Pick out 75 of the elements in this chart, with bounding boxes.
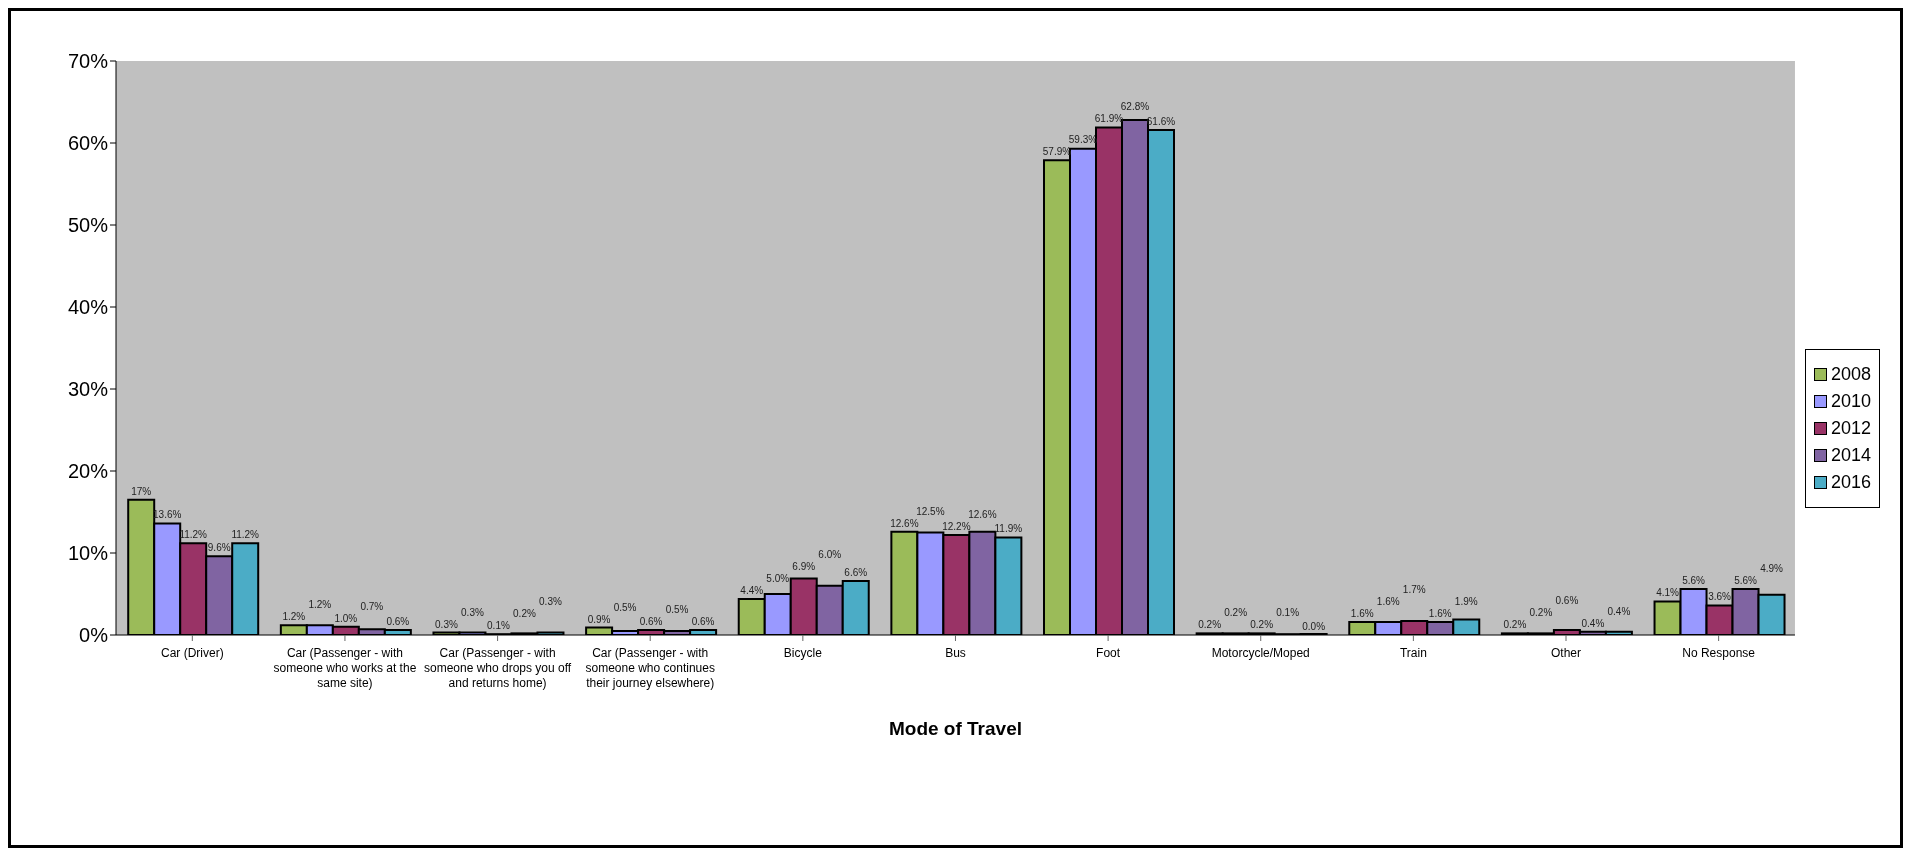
data-label: 0.6% — [1555, 595, 1579, 607]
x-axis-title: Mode of Travel — [888, 718, 1022, 739]
data-label: 6.6% — [844, 566, 868, 578]
x-tick-label: Bus — [945, 646, 966, 660]
legend-label: 2008 — [1830, 363, 1871, 385]
data-label: 1.2% — [308, 599, 332, 611]
y-tick-label: 0% — [79, 624, 109, 647]
x-tick-label: Motorcycle/Moped — [1211, 646, 1310, 660]
data-label: 0.3% — [435, 618, 458, 630]
data-label: 6.0% — [818, 548, 842, 560]
data-label: 0.2% — [1198, 619, 1222, 631]
data-label: 0.1% — [487, 620, 510, 632]
data-label: 0.2% — [1503, 619, 1527, 631]
data-label: 0.3% — [539, 596, 562, 608]
data-label: 4.9% — [1760, 563, 1784, 575]
y-tick-label: 40% — [67, 296, 109, 319]
data-label: 1.6% — [1428, 607, 1452, 619]
data-label: 0.3% — [461, 606, 484, 618]
data-label: 0.5% — [665, 604, 689, 616]
x-tick-label: No Response — [1682, 646, 1756, 660]
data-label: 1.6% — [1350, 607, 1374, 619]
data-label: 0.4% — [1607, 605, 1631, 617]
legend-label: 2010 — [1830, 390, 1871, 412]
x-tick-label: Other — [1551, 646, 1582, 660]
data-label: 5.6% — [1734, 575, 1758, 587]
y-tick-label: 60% — [67, 132, 109, 155]
data-label: 12.6% — [890, 517, 919, 529]
data-label: 11.2% — [231, 529, 260, 541]
data-label: 5.0% — [766, 572, 790, 584]
data-label: 3.6% — [1708, 591, 1732, 603]
legend-label: 2012 — [1830, 417, 1871, 439]
data-label: 1.7% — [1402, 583, 1426, 595]
data-label: 0.6% — [386, 616, 410, 628]
data-label: 9.6% — [207, 542, 231, 554]
x-tick-label: Car (Passenger - with someone who works at the same site) — [273, 646, 417, 690]
y-tick-label: 20% — [67, 460, 109, 483]
data-label: 0.2% — [1224, 607, 1248, 619]
data-label: 4.4% — [740, 584, 764, 596]
data-label: 12.2% — [942, 520, 971, 532]
data-label: 0.2% — [513, 608, 536, 620]
data-label: 0.0% — [1302, 621, 1326, 632]
data-label: 61.9% — [1094, 113, 1124, 125]
y-tick-label: 10% — [67, 542, 109, 565]
x-tick-label: Train — [1399, 646, 1427, 660]
data-label: 12.5% — [916, 505, 945, 517]
data-label: 17% — [131, 485, 152, 497]
data-label: 0.6% — [691, 616, 715, 628]
data-label: 4.1% — [1656, 587, 1680, 599]
data-label: 6.9% — [792, 560, 816, 572]
y-tick-label: 30% — [67, 378, 109, 401]
data-label: 5.6% — [1682, 575, 1706, 587]
data-label: 12.6% — [968, 508, 997, 520]
data-label: 62.8% — [1120, 101, 1150, 113]
x-tick-label: Foot — [1096, 646, 1121, 660]
y-tick-label: 50% — [67, 214, 109, 237]
data-label: 1.2% — [282, 611, 306, 623]
x-tick-label: Car (Passenger - with someone who drops you off and returns home) — [423, 646, 572, 690]
data-label: 0.4% — [1581, 617, 1605, 629]
data-label: 0.9% — [587, 613, 611, 625]
data-label: 0.5% — [613, 601, 637, 613]
data-label: 0.7% — [360, 600, 384, 612]
data-label: 0.2% — [1529, 607, 1553, 619]
data-label: 1.9% — [1454, 595, 1478, 607]
data-label: 0.6% — [639, 616, 663, 628]
legend-label: 2014 — [1830, 444, 1871, 466]
y-tick-label: 70% — [67, 50, 109, 73]
x-tick-label: Car (Passenger - with someone who continues their journey elsewhere) — [585, 646, 715, 690]
x-tick-label: Car (Driver) — [160, 646, 224, 660]
data-label: 1.6% — [1376, 595, 1400, 607]
data-label: 11.9% — [994, 523, 1023, 535]
data-label: 0.1% — [1276, 607, 1300, 619]
data-label: 1.0% — [334, 612, 358, 624]
x-tick-label: Bicycle — [783, 646, 823, 660]
data-label: 0.2% — [1250, 619, 1274, 631]
legend-label: 2016 — [1830, 471, 1871, 493]
